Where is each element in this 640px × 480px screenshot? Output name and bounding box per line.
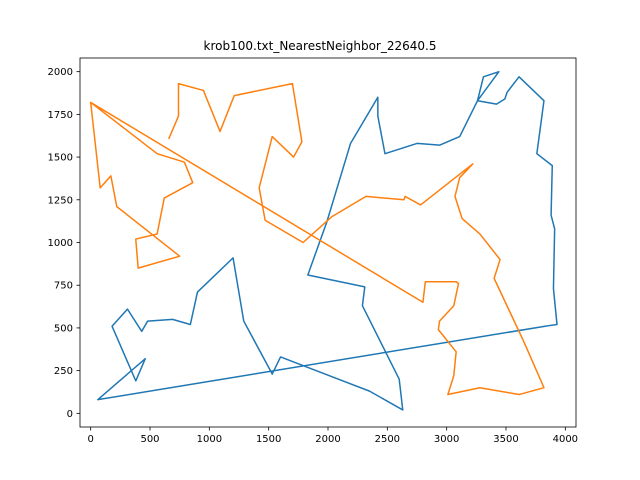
y-tick-label: 1000 (48, 238, 73, 249)
y-tick-label: 1500 (48, 153, 73, 164)
y-tick-label: 250 (54, 366, 73, 377)
x-tick-label: 4000 (553, 434, 578, 445)
x-tick-label: 500 (140, 434, 159, 445)
y-tick-label: 1250 (48, 195, 73, 206)
y-tick-label: 750 (54, 281, 73, 292)
x-tick-label: 3000 (434, 434, 459, 445)
y-tick-label: 1750 (48, 110, 73, 121)
x-tick-label: 1500 (256, 434, 281, 445)
x-tick-label: 3500 (493, 434, 518, 445)
chart-title: krob100.txt_NearestNeighbor_22640.5 (204, 39, 437, 53)
x-tick-label: 2500 (375, 434, 400, 445)
y-tick-label: 2000 (48, 67, 73, 78)
y-tick-label: 0 (67, 409, 73, 420)
x-tick-label: 1000 (197, 434, 222, 445)
y-tick-label: 500 (54, 323, 73, 334)
x-tick-label: 2000 (315, 434, 340, 445)
x-tick-label: 0 (87, 434, 93, 445)
